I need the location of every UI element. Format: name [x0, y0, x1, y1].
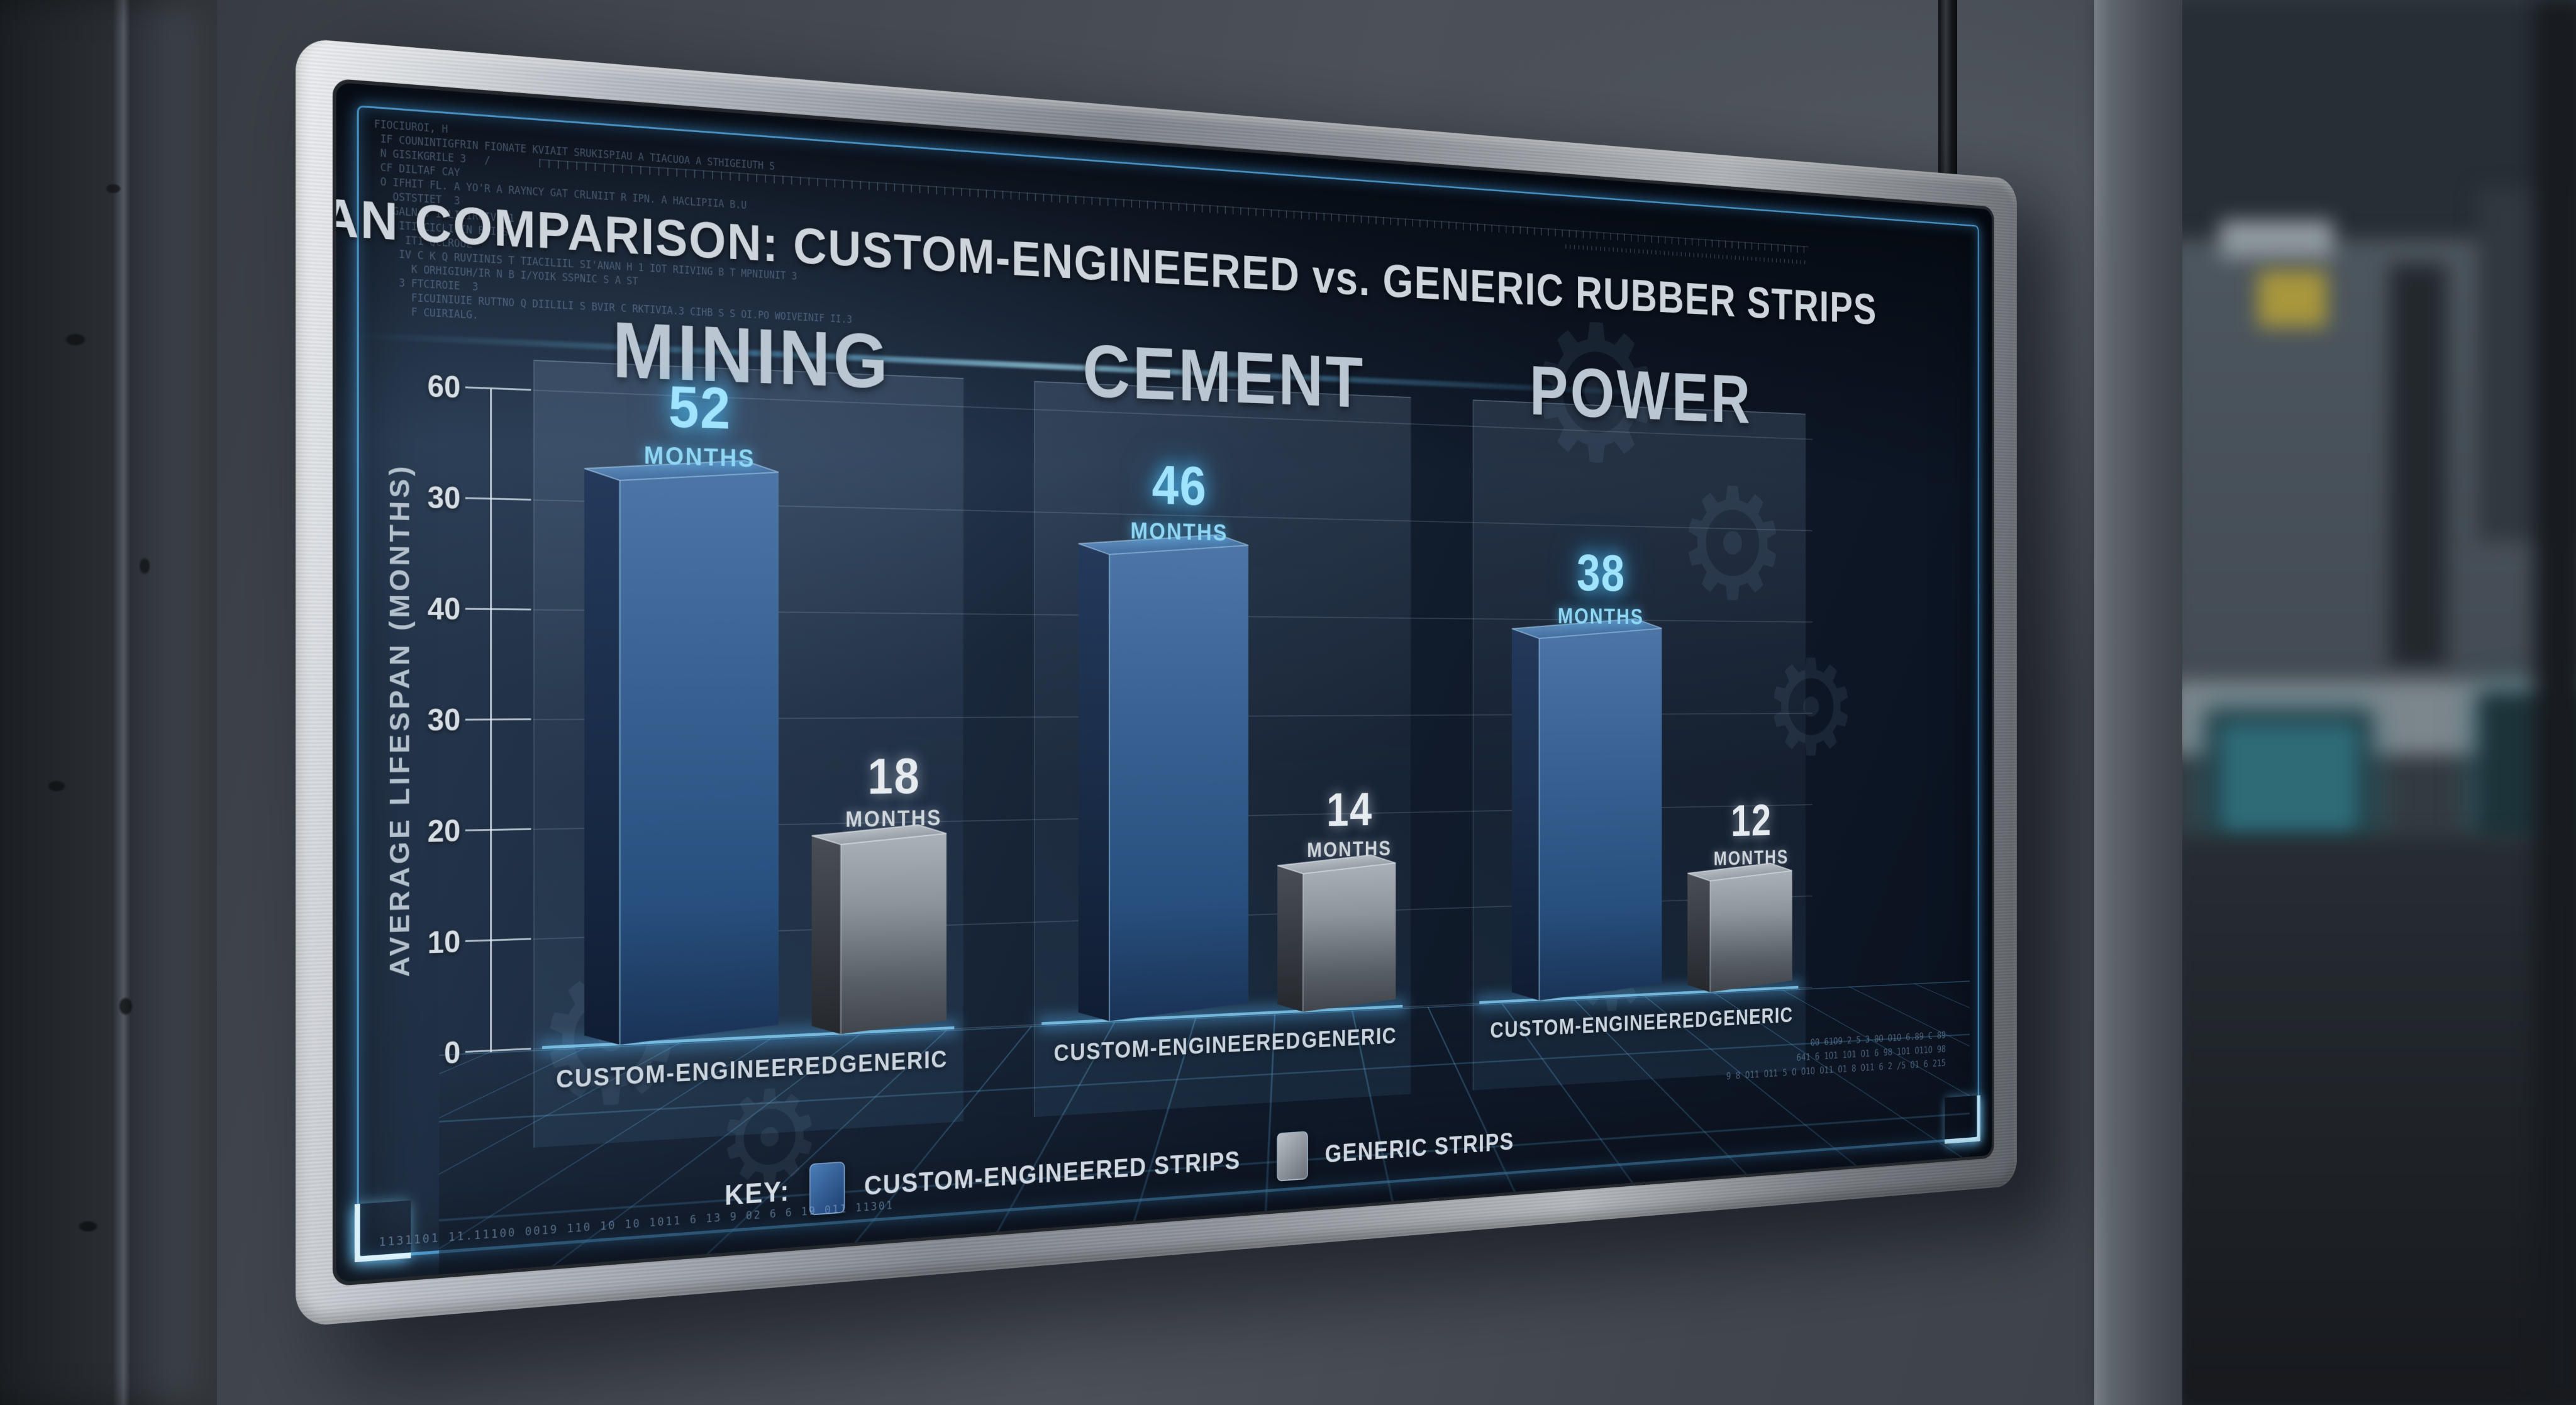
y-axis-title: AVERAGE LIFESPAN (MONTHS) [384, 462, 416, 978]
bar-value-label: 18 MONTHS [760, 747, 1024, 835]
bar-value-label: 14 MONTHS [1231, 781, 1463, 864]
category-header-power: POWER [1530, 351, 1753, 438]
bar-value-label: 52 MONTHS [558, 368, 836, 475]
legend-key-label: KEY: [724, 1175, 791, 1211]
category-header-cement: CEMENT [1082, 328, 1365, 423]
bar-generic-strips [1276, 851, 1397, 1016]
bar-value-number: 52 [668, 373, 731, 441]
bar-generic-strips [1686, 860, 1793, 997]
mounting-cable [1938, 0, 1957, 201]
bar-value-number: 38 [1576, 543, 1626, 603]
room-monitor [2207, 711, 2371, 849]
blurred-control-room [2182, 0, 2576, 1405]
display-panel-frame: ⚙⚙⚙⚙⚙⚙ FIOCIUROI, H IF COUNINTIGFRIN FIO… [296, 38, 2017, 1327]
bar-custom-engineered-strips [582, 452, 780, 1050]
wall-speckles [0, 0, 264, 1405]
bar-value-number: 46 [1152, 453, 1208, 517]
bar-value-label: 46 MONTHS [1055, 450, 1299, 548]
room-cabinet-dark [2390, 264, 2446, 667]
room-cabinet-panel [2220, 220, 2333, 258]
bar-value-label: 12 MONTHS [1647, 794, 1853, 872]
bar-value-unit: MONTHS [1130, 517, 1228, 546]
corner-bracket-bottom-right [1945, 1095, 1980, 1144]
legend-item-label: GENERIC STRIPS [1324, 1127, 1514, 1169]
y-axis-tick [465, 718, 531, 721]
room-floor-shadow [2182, 836, 2576, 1405]
corner-bracket-bottom-left [354, 1200, 411, 1263]
bar-value-number: 12 [1731, 796, 1772, 846]
bar-value-label: 38 MONTHS [1492, 541, 1707, 630]
bar-chart: MINING CEMENT POWER 60 30 40 30 20 10 0 52 MONTHS CU… [336, 82, 1992, 1148]
legend-swatch-1 [1277, 1131, 1308, 1182]
bar-value-unit: MONTHS [1557, 603, 1644, 629]
bar-custom-engineered-strips [1077, 528, 1250, 1026]
bar-custom-engineered-strips [1511, 614, 1663, 1005]
room-right-edge [2534, 0, 2576, 1405]
bar-value-number: 18 [867, 748, 921, 805]
room-warning-label [2258, 270, 2327, 327]
bar-generic-strips [810, 821, 948, 1039]
y-axis-line [490, 388, 492, 1053]
concrete-pillar [2094, 0, 2189, 1405]
bar-value-number: 14 [1326, 783, 1373, 836]
display-screen: ⚙⚙⚙⚙⚙⚙ FIOCIUROI, H IF COUNINTIGFRIN FIO… [332, 78, 1994, 1287]
